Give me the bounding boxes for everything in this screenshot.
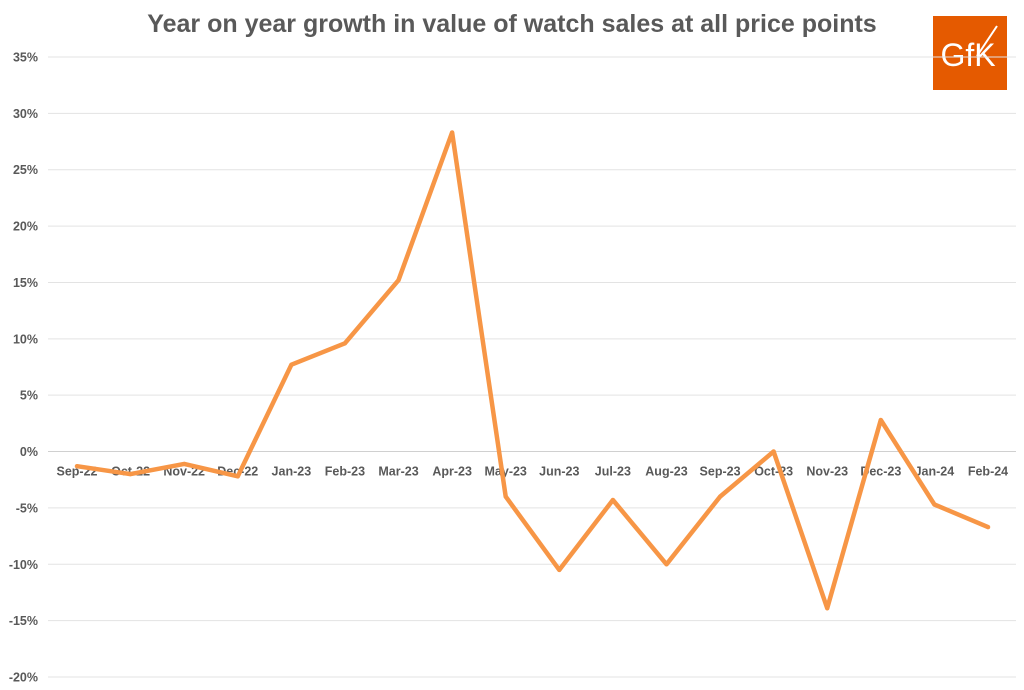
x-tick-label: Jan-23 <box>272 465 312 479</box>
y-tick-label: -15% <box>9 614 38 628</box>
x-tick-label: Feb-24 <box>968 465 1008 479</box>
y-tick-label: 25% <box>13 163 38 177</box>
data-point <box>128 472 133 477</box>
y-tick-label: -10% <box>9 558 38 572</box>
x-tick-label: Dec-23 <box>860 465 901 479</box>
chart-title: Year on year growth in value of watch sa… <box>147 10 877 38</box>
data-point <box>557 567 562 572</box>
gfk-logo: GfK <box>933 16 1007 90</box>
data-point <box>450 130 455 135</box>
x-tick-label: Oct-23 <box>754 465 793 479</box>
x-tick-label: Oct-22 <box>111 465 150 479</box>
x-tick-label: Jul-23 <box>595 465 631 479</box>
series-line <box>74 130 991 611</box>
y-tick-label: 5% <box>20 389 38 403</box>
data-point <box>503 494 508 499</box>
data-point <box>610 498 615 503</box>
x-tick-label: Aug-23 <box>645 465 687 479</box>
data-point <box>235 474 240 479</box>
x-tick-label: Mar-23 <box>378 465 418 479</box>
data-point <box>289 362 294 367</box>
data-point <box>396 278 401 283</box>
x-tick-label: Jan-24 <box>915 465 955 479</box>
x-tick-label: Feb-23 <box>325 465 365 479</box>
y-tick-label: 30% <box>13 107 38 121</box>
y-tick-label: 35% <box>13 51 38 65</box>
data-point <box>182 461 187 466</box>
y-tick-label: -20% <box>9 671 38 685</box>
y-tick-label: 15% <box>13 276 38 290</box>
x-tick-label: Nov-23 <box>806 465 848 479</box>
gfk-logo-icon: GfK <box>933 16 1007 90</box>
gridlines <box>48 56 1016 678</box>
data-point <box>342 341 347 346</box>
x-tick-label: May-23 <box>485 465 527 479</box>
y-tick-label: 10% <box>13 332 38 346</box>
data-point <box>986 525 990 530</box>
y-tick-label: 0% <box>20 445 38 459</box>
x-tick-label: Sep-23 <box>700 465 741 479</box>
x-tick-label: Jun-23 <box>539 465 579 479</box>
data-point <box>664 562 669 567</box>
data-point <box>825 606 830 611</box>
data-point <box>771 449 776 454</box>
y-tick-label: -5% <box>16 501 38 515</box>
data-point <box>932 502 937 507</box>
x-tick-label: Apr-23 <box>432 465 472 479</box>
data-point <box>878 417 883 422</box>
series-line-group <box>74 130 991 611</box>
y-tick-label: 20% <box>13 220 38 234</box>
y-axis-ticks: 35% 30% 25% 20% 15% 10% 5% 0% -5% -10% -15% -20% <box>9 51 38 685</box>
data-point <box>718 494 723 499</box>
data-point <box>75 464 79 469</box>
logo-slash <box>976 25 998 57</box>
